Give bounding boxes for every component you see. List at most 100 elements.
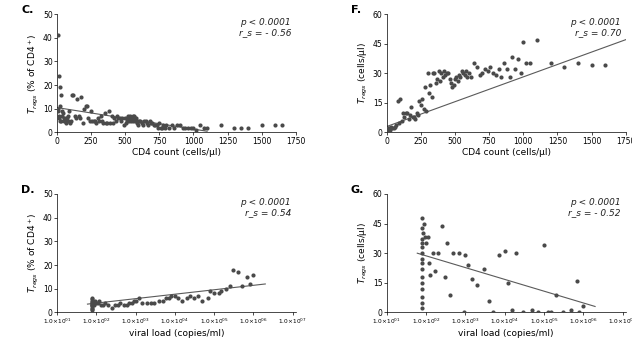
Point (61, 120, 71, 126)
Point (181, 296, 191, 301)
Point (460, 252, 470, 258)
Point (138, 122, 148, 128)
Point (488, 71, 498, 76)
Point (197, 298, 207, 303)
Point (173, 296, 183, 301)
Point (518, 310, 528, 315)
Point (437, 74, 447, 80)
Point (150, 122, 161, 128)
Point (394, 120, 404, 125)
Point (149, 300, 159, 306)
Point (199, 125, 209, 131)
Point (87, 300, 97, 306)
Point (203, 296, 213, 301)
Point (504, 74, 514, 80)
Point (142, 120, 152, 126)
Point (78, 120, 88, 126)
Point (131, 115, 141, 121)
Point (401, 110, 411, 115)
Point (277, 122, 288, 128)
Point (112, 113, 122, 119)
Point (154, 120, 164, 126)
Point (195, 122, 205, 128)
Point (63, 118, 73, 124)
Point (100, 111, 110, 116)
Point (391, 122, 401, 127)
X-axis label: viral load (copies/ml): viral load (copies/ml) (129, 329, 224, 338)
Point (600, 62, 611, 68)
Point (422, 108, 432, 113)
Point (441, 72, 451, 78)
Point (421, 240, 431, 246)
Point (161, 122, 171, 128)
Point (417, 225, 427, 230)
Point (55, 104, 65, 109)
Point (133, 122, 143, 128)
Point (59, 118, 70, 124)
Point (435, 78, 445, 84)
Point (125, 300, 135, 306)
Point (54, 73, 64, 78)
Point (398, 110, 408, 115)
Point (443, 71, 453, 76)
Point (417, 256, 427, 262)
Point (97, 118, 107, 124)
Point (90, 118, 100, 124)
Point (472, 282, 482, 287)
Point (185, 293, 195, 299)
Point (157, 125, 167, 131)
Point (459, 72, 470, 78)
Point (454, 250, 465, 256)
Point (417, 96, 427, 102)
Point (116, 118, 126, 124)
Point (409, 114, 419, 119)
Point (417, 294, 427, 299)
Point (496, 74, 506, 80)
Point (457, 68, 467, 74)
Point (518, 39, 528, 45)
Point (88, 118, 99, 124)
Point (386, 124, 396, 129)
Point (502, 66, 512, 72)
Point (408, 114, 418, 119)
Point (477, 71, 487, 76)
Point (573, 61, 583, 66)
Point (53, 108, 63, 114)
Point (513, 57, 523, 62)
Point (480, 66, 490, 72)
Point (76, 94, 87, 100)
Point (100, 300, 111, 306)
Point (499, 249, 509, 254)
Y-axis label: $T_{regs}$ (% of CD4$^+$): $T_{regs}$ (% of CD4$^+$) (27, 213, 40, 293)
Point (507, 55, 518, 60)
Point (216, 122, 226, 128)
Point (128, 118, 138, 124)
Point (413, 112, 423, 118)
Point (59, 115, 69, 121)
Point (68, 92, 78, 97)
Point (544, 310, 554, 315)
Point (123, 115, 133, 121)
Point (430, 268, 440, 274)
Point (437, 223, 447, 229)
Point (170, 293, 180, 299)
Point (444, 77, 454, 82)
Point (183, 125, 193, 131)
Point (152, 122, 162, 128)
Point (79, 106, 89, 112)
Point (119, 122, 129, 128)
Point (462, 74, 472, 80)
Text: p < 0.0001
r_s = - 0.56: p < 0.0001 r_s = - 0.56 (239, 18, 291, 37)
Point (128, 113, 138, 119)
Point (80, 104, 90, 109)
Point (87, 303, 97, 308)
Point (122, 303, 132, 308)
Point (133, 296, 143, 301)
Point (202, 125, 212, 131)
Point (521, 61, 531, 66)
Point (188, 296, 198, 301)
Point (382, 128, 392, 133)
Point (123, 113, 133, 119)
Point (126, 115, 136, 121)
Point (87, 304, 97, 309)
